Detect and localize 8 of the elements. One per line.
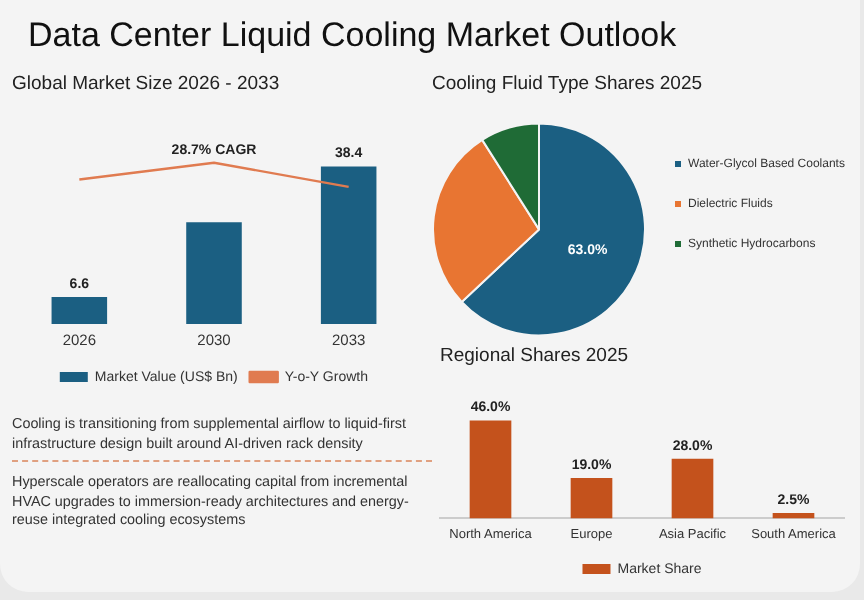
chart-subtitle: Global Market Size 2026 - 2033 [12, 72, 280, 95]
chart-title: Cooling Fluid Type Shares 2025 [432, 72, 703, 95]
chart-title: Regional Shares 2025 [440, 344, 629, 367]
chart-title: Data Center Liquid Cooling Market Outlook [28, 16, 677, 56]
bar [469, 420, 512, 519]
bar [570, 477, 613, 519]
bar [671, 458, 714, 519]
bar [772, 513, 815, 519]
